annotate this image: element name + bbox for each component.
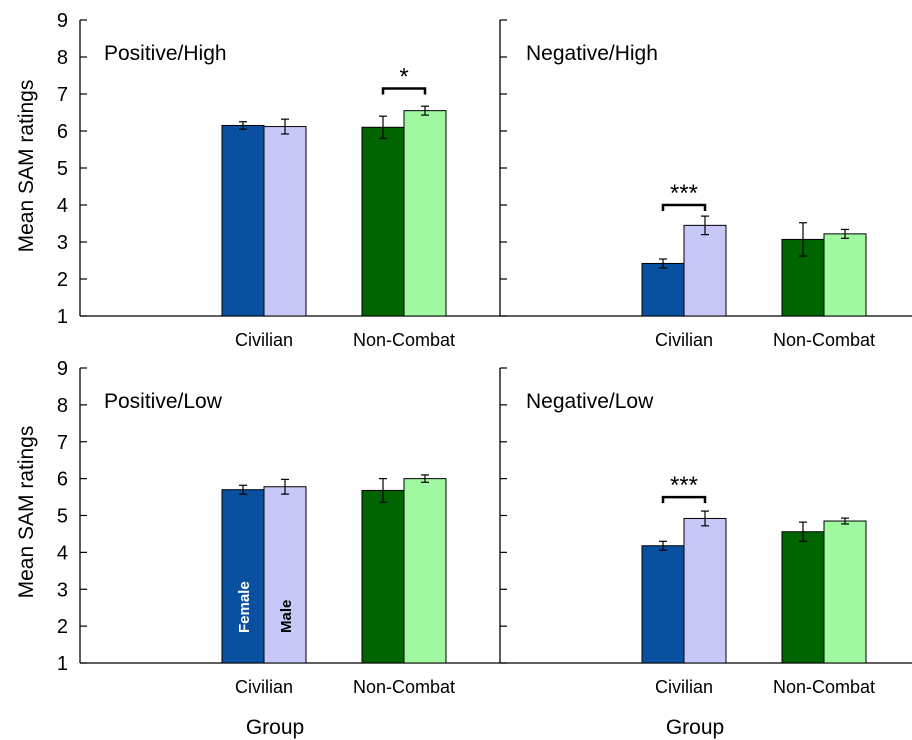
bar bbox=[403, 478, 447, 664]
x-tick-label: Civilian bbox=[655, 330, 713, 350]
panel-title: Positive/Low bbox=[104, 390, 223, 413]
y-tick-label: 2 bbox=[57, 269, 68, 291]
y-tick-label: 4 bbox=[57, 195, 68, 217]
y-tick-label: 1 bbox=[57, 306, 68, 328]
x-tick-label: Civilian bbox=[235, 330, 293, 350]
y-tick-label: 7 bbox=[57, 432, 68, 454]
y-tick-label: 7 bbox=[57, 84, 68, 106]
bar bbox=[683, 517, 727, 664]
panel-4: Negative/Low Civilian Non-Combat *** bbox=[499, 367, 912, 697]
bar bbox=[641, 545, 685, 664]
y-tick-label: 1 bbox=[57, 653, 68, 675]
x-tick-label: Non-Combat bbox=[773, 330, 875, 350]
bar bbox=[361, 489, 405, 664]
significance-bracket bbox=[661, 495, 707, 504]
y-tick-label: 5 bbox=[57, 158, 68, 180]
y-tick-label: 6 bbox=[57, 469, 68, 491]
y-tick-label: 8 bbox=[57, 395, 68, 417]
significance-label: *** bbox=[670, 180, 698, 207]
bar bbox=[221, 124, 265, 317]
y-axis-label-bottom: Mean SAM ratings bbox=[15, 426, 38, 599]
series-label: Female bbox=[236, 581, 253, 633]
y-tick-label: 4 bbox=[57, 542, 68, 564]
panels: 1 2 3 4 5 6 7 8 9 Positive/High Civilian Non-Combat… bbox=[57, 10, 912, 697]
y-tick-label: 9 bbox=[57, 10, 68, 32]
significance-bracket bbox=[381, 87, 427, 95]
y-axis-label-top: Mean SAM ratings bbox=[15, 80, 38, 253]
bar bbox=[781, 531, 825, 664]
significance-label: * bbox=[399, 63, 408, 90]
bar bbox=[263, 486, 307, 664]
y-tick-label: 5 bbox=[57, 506, 68, 528]
panel-title: Negative/High bbox=[526, 42, 658, 65]
bar bbox=[823, 520, 867, 664]
y-tick-label: 3 bbox=[57, 232, 68, 254]
x-tick-label: Non-Combat bbox=[773, 677, 875, 697]
x-tick-label: Non-Combat bbox=[353, 677, 455, 697]
x-tick-label: Civilian bbox=[235, 677, 293, 697]
bar bbox=[221, 489, 265, 664]
panel-title: Positive/High bbox=[104, 42, 227, 65]
y-tick-label: 6 bbox=[57, 121, 68, 143]
y-tick-label: 8 bbox=[57, 47, 68, 69]
panel-title: Negative/Low bbox=[526, 390, 654, 413]
bar bbox=[683, 224, 727, 317]
bar bbox=[823, 233, 867, 317]
bar bbox=[403, 110, 447, 317]
x-tick-label: Civilian bbox=[655, 677, 713, 697]
significance-bracket bbox=[661, 203, 707, 211]
y-tick-label: 2 bbox=[57, 616, 68, 638]
y-tick-label: 9 bbox=[57, 358, 68, 380]
x-tick-label: Non-Combat bbox=[353, 330, 455, 350]
significance-label: *** bbox=[670, 472, 698, 499]
bar bbox=[641, 262, 685, 317]
series-label: Male bbox=[278, 600, 295, 633]
y-tick-label: 3 bbox=[57, 579, 68, 601]
bar bbox=[263, 126, 307, 317]
bar bbox=[361, 126, 405, 317]
panel-2: Negative/High Civilian Non-Combat *** bbox=[499, 19, 912, 350]
x-axis-label-left: Group bbox=[246, 716, 304, 739]
panel-1: 1 2 3 4 5 6 7 8 9 Positive/High Civilian Non-Combat… bbox=[57, 10, 500, 350]
panel-3: 1 2 3 4 5 6 7 8 9 Positive/Low Civilian Female Male N… bbox=[57, 358, 500, 697]
x-axis-label-right: Group bbox=[666, 716, 724, 739]
